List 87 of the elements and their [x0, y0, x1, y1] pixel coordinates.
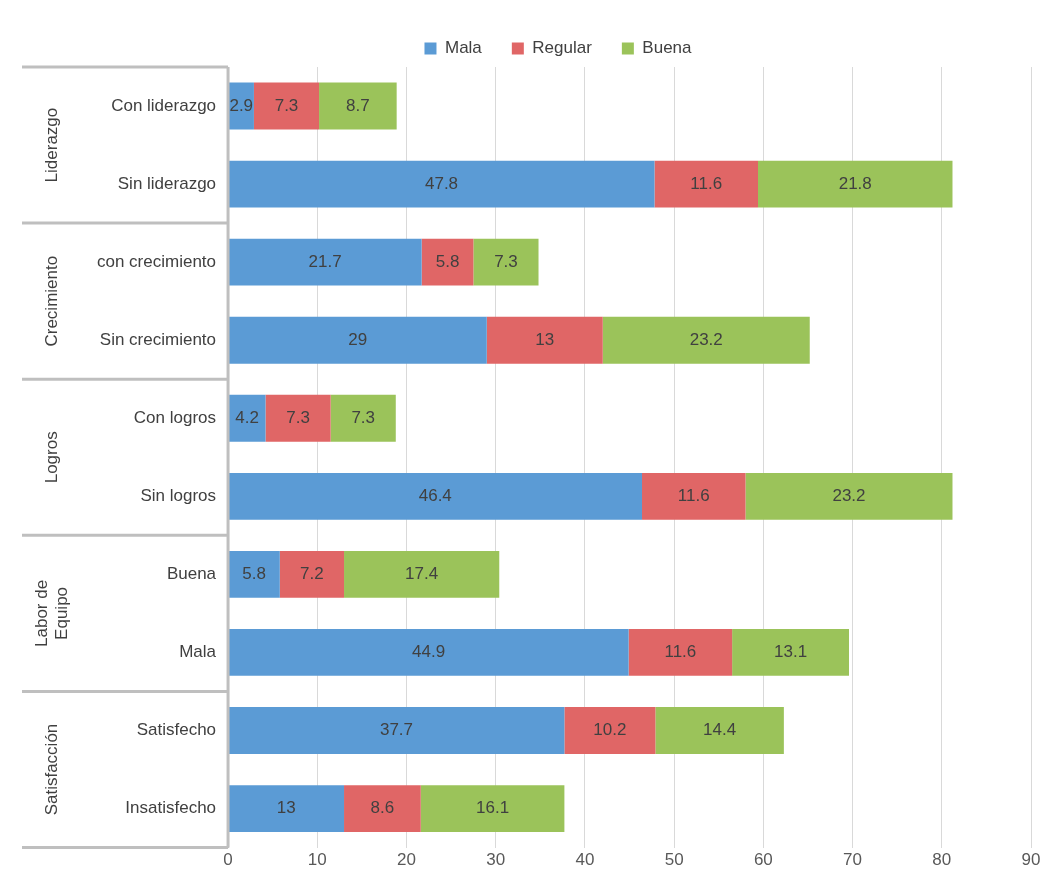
bar [330, 394, 396, 442]
x-tick-label: 10 [307, 850, 327, 870]
bar [228, 550, 280, 598]
bar [228, 785, 345, 832]
y-tick-label: con crecimiento [96, 251, 217, 271]
bar [228, 238, 422, 286]
y-tick-label: Sin logros [140, 486, 217, 506]
bar [344, 785, 421, 832]
data-label: 21.7 [308, 251, 342, 271]
data-label: 23.2 [689, 329, 723, 349]
data-label: 7.3 [351, 407, 376, 427]
data-label: 13 [535, 329, 555, 349]
y-tick-label: Buena [166, 564, 217, 584]
y-tick-label: Mala [179, 642, 217, 662]
data-label: 7.3 [286, 407, 310, 427]
data-label: 37.7 [379, 720, 414, 740]
data-label: 7.2 [300, 564, 324, 584]
text: Liderazgo [41, 107, 61, 183]
bar [279, 550, 345, 598]
y-tick-label: Satisfecho [136, 720, 217, 740]
bar [228, 472, 643, 520]
bar [228, 316, 487, 364]
bar [265, 394, 331, 442]
bar [654, 160, 758, 208]
data-label: 11.6 [664, 642, 697, 662]
text: Logros [41, 431, 61, 484]
data-label: 23.2 [832, 486, 866, 506]
data-label: 21.8 [838, 173, 872, 193]
bar [758, 160, 953, 208]
data-label: 5.8 [435, 251, 460, 271]
data-label: 8.6 [370, 798, 395, 818]
data-label: 7.3 [494, 251, 518, 271]
bar [486, 316, 603, 364]
bar [253, 82, 320, 130]
y-tick-label: Insatisfecho [125, 798, 217, 818]
data-label: 8.7 [346, 95, 370, 115]
x-tick-label: 90 [1021, 850, 1041, 870]
bar [420, 785, 565, 832]
x-tick-label: 70 [843, 850, 863, 870]
bar [628, 629, 733, 676]
data-label: 2.9 [229, 95, 254, 115]
bar [228, 394, 266, 442]
data-label: 13 [276, 798, 296, 818]
x-tick-label: 50 [664, 850, 684, 870]
data-label: 10.2 [593, 720, 627, 740]
data-label: 4.2 [235, 407, 259, 427]
bar [228, 629, 629, 676]
text: Labor de Equipo [31, 579, 71, 647]
data-label: 47.8 [424, 173, 459, 193]
data-label: 7.3 [274, 95, 299, 115]
data-label: 5.8 [242, 564, 266, 584]
y-tick-label: Con liderazgo [111, 95, 217, 115]
bar [655, 707, 784, 754]
x-tick-label: 30 [486, 850, 506, 870]
y-tick-label: Sin crecimiento [99, 329, 217, 349]
bar [602, 316, 810, 364]
x-tick-label: 60 [753, 850, 773, 870]
x-tick-label: 80 [932, 850, 952, 870]
bar [421, 238, 474, 286]
data-label: 11.6 [677, 486, 710, 506]
bar [319, 82, 397, 130]
data-label: 13.1 [774, 642, 808, 662]
data-label: 16.1 [476, 798, 510, 818]
y-tick-label: Con logros [133, 407, 217, 427]
bar [473, 238, 539, 286]
text: Crecimiento [41, 255, 61, 347]
legend-label: Regular [532, 38, 593, 58]
text: Satisfacción [41, 723, 61, 816]
x-tick-label: 20 [397, 850, 416, 870]
x-tick-label: 40 [575, 850, 595, 870]
data-label: 17.4 [405, 564, 439, 584]
bar [344, 550, 500, 598]
bar [732, 629, 849, 676]
data-label: 44.9 [412, 642, 446, 662]
data-label: 29 [348, 329, 368, 349]
x-tick-label: 0 [223, 850, 233, 870]
data-label: 46.4 [418, 486, 452, 506]
data-label: 11.6 [690, 173, 723, 193]
bar [228, 707, 565, 754]
bar [564, 707, 656, 754]
data-label: 14.4 [703, 720, 737, 740]
bar [745, 472, 953, 520]
legend-label: Mala [444, 38, 483, 58]
bar [228, 160, 655, 208]
legend-label: Buena [642, 38, 693, 58]
bar [642, 472, 746, 520]
y-tick-label: Sin liderazgo [117, 173, 217, 193]
